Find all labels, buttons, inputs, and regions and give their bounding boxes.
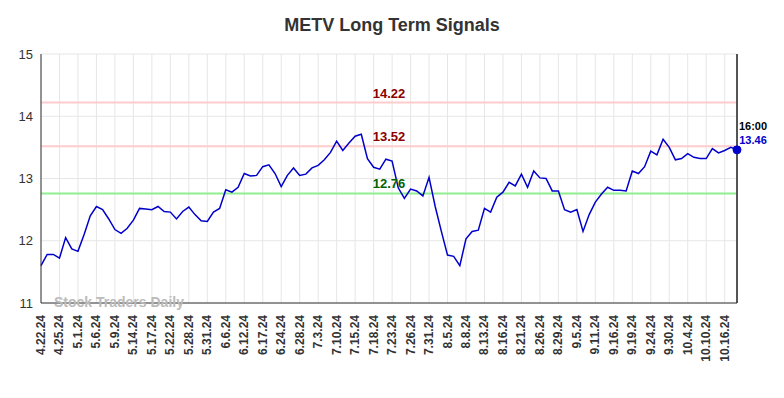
svg-text:15: 15: [19, 47, 33, 62]
svg-text:13: 13: [19, 171, 33, 186]
svg-text:5.31.24: 5.31.24: [200, 315, 214, 355]
svg-text:12.76: 12.76: [373, 176, 406, 191]
svg-text:5.22.24: 5.22.24: [163, 315, 177, 355]
svg-text:4.25.24: 4.25.24: [52, 315, 66, 355]
svg-text:11: 11: [20, 296, 34, 311]
svg-text:10.10.24: 10.10.24: [699, 315, 713, 362]
svg-text:6.6.24: 6.6.24: [219, 315, 233, 349]
svg-text:8.21.24: 8.21.24: [514, 315, 528, 355]
svg-text:14.22: 14.22: [373, 86, 406, 101]
svg-text:9.16.24: 9.16.24: [607, 315, 621, 355]
svg-text:8.16.24: 8.16.24: [496, 315, 510, 355]
svg-text:8.5.24: 8.5.24: [441, 315, 455, 349]
svg-text:5.1.24: 5.1.24: [71, 315, 85, 349]
svg-text:8.26.24: 8.26.24: [533, 315, 547, 355]
svg-text:7.10.24: 7.10.24: [330, 315, 344, 355]
svg-text:7.18.24: 7.18.24: [367, 315, 381, 355]
svg-text:6.24.24: 6.24.24: [274, 315, 288, 355]
svg-text:6.17.24: 6.17.24: [256, 315, 270, 355]
svg-text:7.15.24: 7.15.24: [348, 315, 362, 355]
svg-text:5.28.24: 5.28.24: [182, 315, 196, 355]
svg-text:7.3.24: 7.3.24: [311, 315, 325, 349]
svg-text:16:00: 16:00: [739, 120, 767, 132]
svg-text:8.13.24: 8.13.24: [477, 315, 491, 355]
svg-text:14: 14: [19, 109, 33, 124]
svg-text:5.17.24: 5.17.24: [145, 315, 159, 355]
svg-text:13.52: 13.52: [373, 129, 406, 144]
html-text:METV Long Term Signals: METV Long Term Signals: [284, 15, 500, 35]
svg-text:7.23.24: 7.23.24: [385, 315, 399, 355]
svg-text:7.26.24: 7.26.24: [404, 315, 418, 355]
svg-text:8.8.24: 8.8.24: [459, 315, 473, 349]
svg-text:7.31.24: 7.31.24: [422, 315, 436, 355]
svg-text:9.11.24: 9.11.24: [588, 315, 602, 355]
svg-text:5.9.24: 5.9.24: [108, 315, 122, 349]
svg-text:6.12.24: 6.12.24: [237, 315, 251, 355]
html-text:Stock Traders Daily: Stock Traders Daily: [54, 294, 184, 310]
svg-text:4.22.24: 4.22.24: [34, 315, 48, 355]
svg-text:5.14.24: 5.14.24: [126, 315, 140, 355]
svg-text:13.46: 13.46: [739, 134, 767, 146]
svg-text:8.29.24: 8.29.24: [551, 315, 565, 355]
svg-text:10.4.24: 10.4.24: [681, 315, 695, 355]
svg-text:5.6.24: 5.6.24: [89, 315, 103, 349]
svg-text:9.5.24: 9.5.24: [570, 315, 584, 349]
svg-text:12: 12: [19, 233, 33, 248]
svg-text:9.30.24: 9.30.24: [662, 315, 676, 355]
svg-text:6.28.24: 6.28.24: [293, 315, 307, 355]
svg-text:9.19.24: 9.19.24: [625, 315, 639, 355]
svg-text:9.24.24: 9.24.24: [644, 315, 658, 355]
svg-text:10.16.24: 10.16.24: [718, 315, 732, 362]
